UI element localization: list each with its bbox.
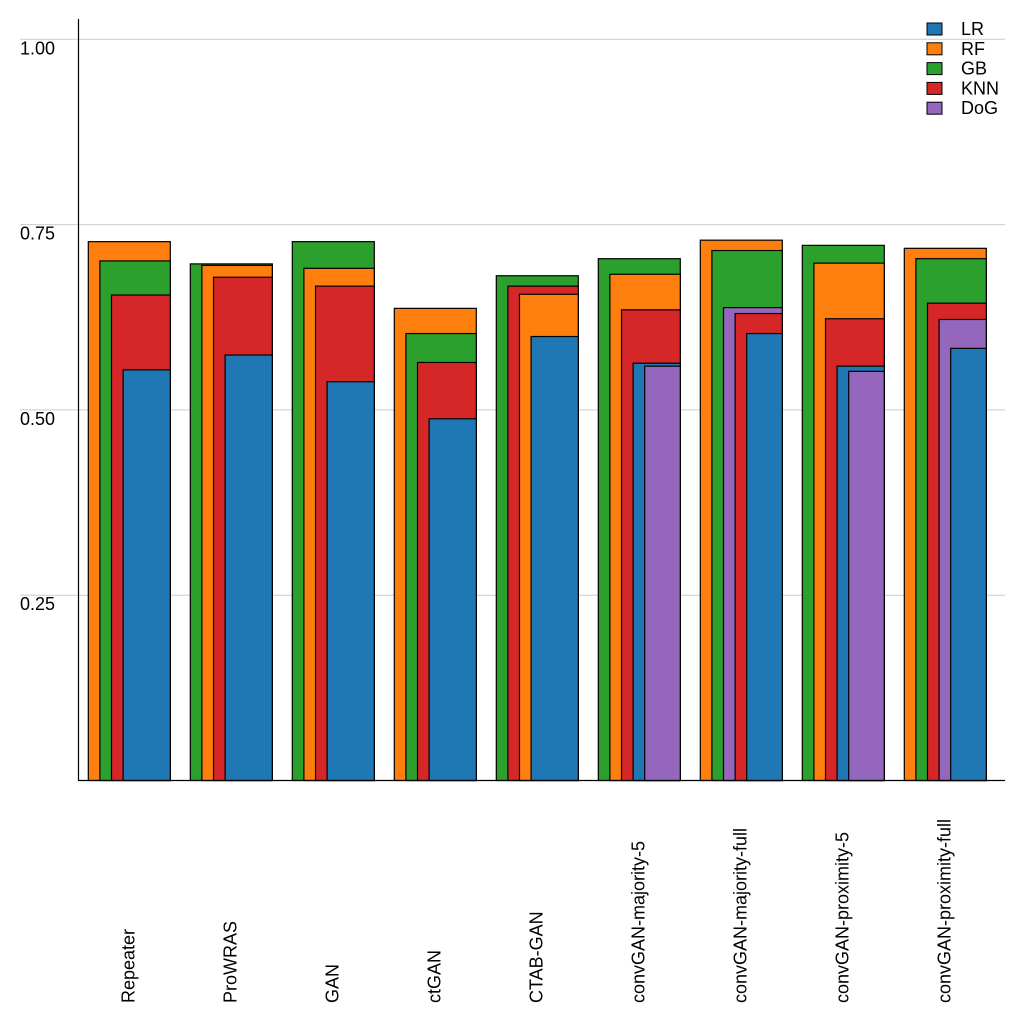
bar-group	[495, 275, 579, 782]
x-category-label: GAN	[322, 964, 342, 1003]
legend-swatch	[926, 42, 943, 56]
y-tick-labels: 0.25 0.50 0.75 1.00	[20, 38, 55, 614]
bar-group	[699, 239, 783, 782]
bars	[87, 239, 987, 782]
legend-item-rf: RF	[926, 39, 985, 59]
bar-lr-convgan-proximity-full	[950, 347, 987, 782]
bar-group	[801, 244, 885, 782]
legend-item-dog: DoG	[926, 98, 998, 118]
x-category-label: convGAN-proximity-full	[934, 819, 954, 1003]
bar-lr-convgan-majority-full	[746, 332, 783, 782]
x-category-label: ctGAN	[424, 950, 444, 1003]
bar-group	[903, 247, 987, 782]
x-category-label: convGAN-majority-full	[730, 828, 750, 1003]
axes	[77, 19, 1005, 782]
bar-group	[87, 241, 171, 782]
bar-lr-gan	[326, 381, 375, 782]
legend-swatch	[926, 101, 943, 115]
legend-label: GB	[961, 59, 987, 79]
legend-swatch	[926, 81, 943, 95]
x-category-label: convGAN-majority-5	[628, 841, 648, 1003]
x-category-label: ProWRAS	[220, 921, 240, 1003]
bar-dog-convgan-proximity-5	[848, 370, 885, 782]
y-tick-label: 0.25	[20, 594, 55, 614]
bar-lr-prowras	[224, 354, 273, 782]
legend-swatch	[926, 62, 943, 76]
bar-group	[597, 258, 681, 782]
legend-item-knn: KNN	[926, 78, 999, 98]
legend-label: DoG	[961, 98, 998, 118]
legend-label: LR	[961, 19, 984, 39]
bar-group	[189, 263, 273, 782]
legend-label: RF	[961, 39, 985, 59]
bar-group	[291, 241, 375, 782]
legend-label: KNN	[961, 78, 999, 98]
legend-item-gb: GB	[926, 59, 987, 79]
legend-swatch	[926, 22, 943, 36]
bar-lr-ctgan	[428, 418, 477, 782]
y-tick-label: 0.75	[20, 224, 55, 244]
bar-lr-repeater	[122, 369, 171, 782]
bar-group	[393, 307, 477, 782]
y-tick-label: 0.50	[20, 409, 55, 429]
x-category-labels: Repeater ProWRAS GAN ctGAN CTAB-GAN convGAN-m…	[118, 819, 954, 1003]
bar-lr-ctab-gan	[530, 335, 579, 782]
legend-item-lr: LR	[926, 19, 984, 39]
x-category-label: CTAB-GAN	[526, 911, 546, 1003]
x-category-label: Repeater	[118, 929, 138, 1003]
bar-dog-convgan-majority-5	[644, 365, 681, 782]
x-category-label: convGAN-proximity-5	[832, 832, 852, 1003]
y-tick-label: 1.00	[20, 38, 55, 58]
